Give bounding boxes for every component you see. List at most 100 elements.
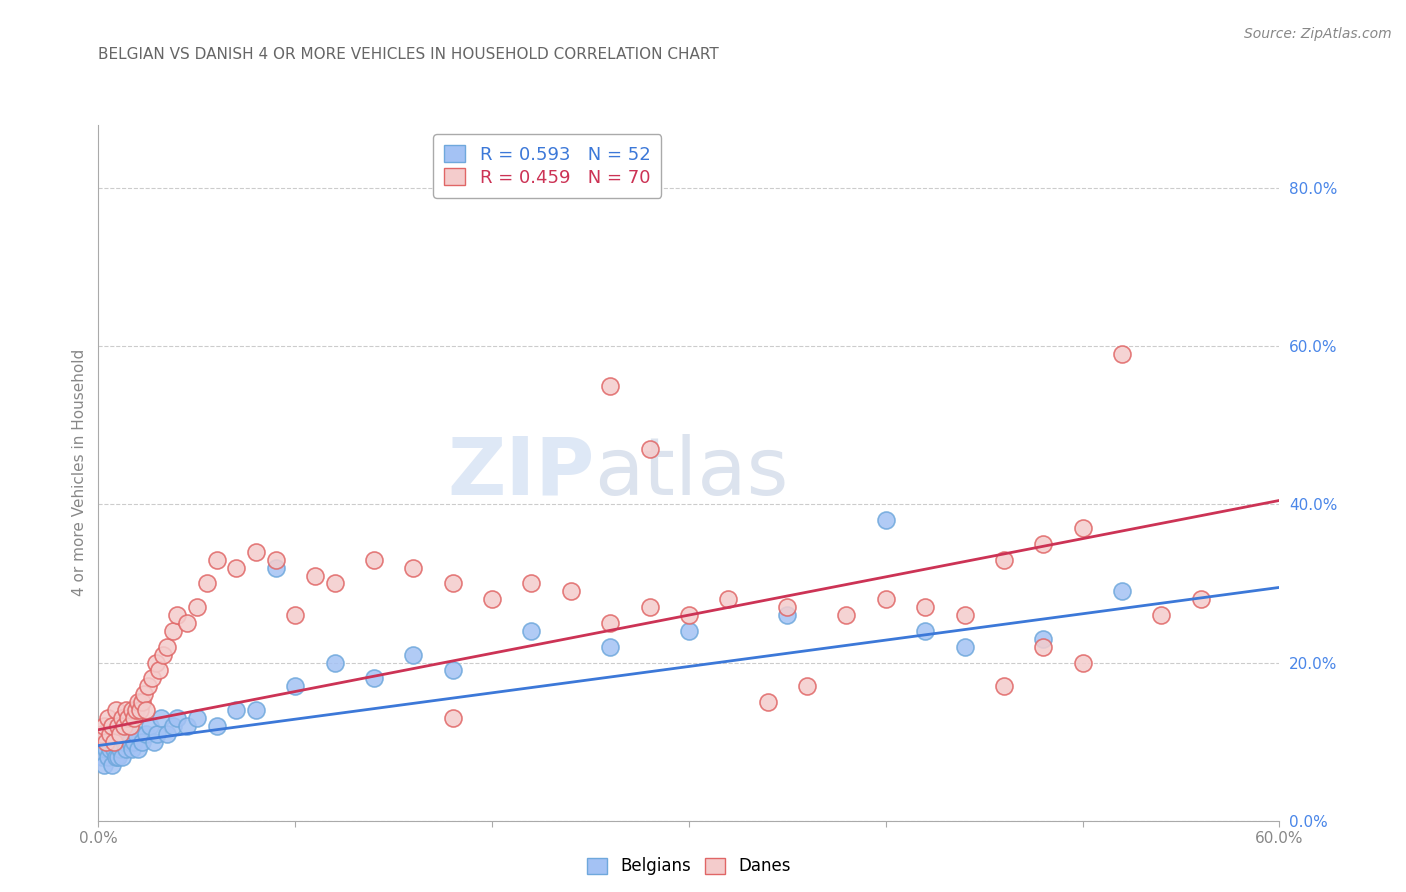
Point: [205, 719, 228, 733]
Text: BELGIAN VS DANISH 4 OR MORE VEHICLES IN HOUSEHOLD CORRELATION CHART: BELGIAN VS DANISH 4 OR MORE VEHICLES IN …: [98, 47, 720, 62]
Point: [875, 513, 897, 527]
Point: [678, 608, 700, 623]
Point: [135, 703, 157, 717]
Point: [118, 734, 141, 748]
Point: [156, 640, 179, 654]
Point: [835, 608, 858, 623]
Point: [142, 734, 165, 748]
Point: [125, 726, 148, 740]
Point: [96, 734, 118, 748]
Point: [105, 750, 128, 764]
Point: [776, 608, 799, 623]
Point: [1032, 640, 1054, 654]
Point: [245, 703, 267, 717]
Point: [111, 711, 134, 725]
Point: [599, 378, 621, 392]
Point: [103, 734, 125, 748]
Point: [205, 552, 228, 567]
Point: [162, 624, 184, 638]
Point: [103, 742, 125, 756]
Point: [520, 576, 543, 591]
Point: [91, 750, 114, 764]
Point: [323, 656, 346, 670]
Point: [156, 726, 179, 740]
Point: [776, 600, 799, 615]
Point: [152, 648, 174, 662]
Point: [195, 576, 218, 591]
Point: [97, 750, 120, 764]
Point: [128, 703, 150, 717]
Point: [717, 592, 740, 607]
Point: [186, 600, 208, 615]
Point: [599, 615, 621, 630]
Point: [176, 719, 198, 733]
Point: [264, 552, 287, 567]
Point: [108, 726, 131, 740]
Point: [363, 671, 385, 685]
Point: [93, 758, 115, 772]
Point: [166, 711, 188, 725]
Point: [176, 615, 198, 630]
Point: [599, 640, 621, 654]
Point: [264, 560, 287, 574]
Point: [115, 742, 138, 756]
Point: [118, 719, 141, 733]
Point: [1032, 632, 1054, 646]
Point: [304, 568, 326, 582]
Point: [135, 726, 157, 740]
Point: [402, 560, 425, 574]
Point: [105, 703, 128, 717]
Point: [112, 734, 135, 748]
Point: [131, 695, 153, 709]
Point: [121, 703, 143, 717]
Text: Source: ZipAtlas.com: Source: ZipAtlas.com: [1244, 27, 1392, 41]
Point: [953, 608, 976, 623]
Point: [875, 592, 897, 607]
Point: [98, 726, 121, 740]
Point: [914, 600, 936, 615]
Point: [112, 719, 135, 733]
Point: [402, 648, 425, 662]
Point: [1111, 347, 1133, 361]
Point: [441, 576, 464, 591]
Point: [441, 664, 464, 678]
Point: [111, 750, 134, 764]
Point: [138, 719, 160, 733]
Y-axis label: 4 or more Vehicles in Household: 4 or more Vehicles in Household: [72, 349, 87, 597]
Point: [145, 656, 167, 670]
Point: [98, 742, 121, 756]
Point: [186, 711, 208, 725]
Point: [245, 545, 267, 559]
Point: [993, 552, 1015, 567]
Point: [132, 687, 155, 701]
Point: [756, 695, 779, 709]
Point: [162, 719, 184, 733]
Point: [225, 703, 247, 717]
Point: [363, 552, 385, 567]
Legend: Belgians, Danes: Belgians, Danes: [581, 851, 797, 882]
Point: [101, 758, 124, 772]
Point: [141, 671, 163, 685]
Point: [953, 640, 976, 654]
Point: [1111, 584, 1133, 599]
Text: atlas: atlas: [595, 434, 789, 512]
Point: [993, 679, 1015, 693]
Point: [107, 734, 129, 748]
Point: [520, 624, 543, 638]
Point: [136, 679, 159, 693]
Point: [914, 624, 936, 638]
Point: [117, 726, 139, 740]
Point: [150, 711, 173, 725]
Point: [638, 442, 661, 456]
Point: [97, 711, 120, 725]
Point: [1071, 521, 1094, 535]
Point: [122, 734, 145, 748]
Point: [225, 560, 247, 574]
Point: [284, 679, 307, 693]
Point: [115, 703, 138, 717]
Point: [93, 719, 115, 733]
Point: [1150, 608, 1173, 623]
Point: [125, 703, 148, 717]
Point: [122, 711, 145, 725]
Point: [1032, 537, 1054, 551]
